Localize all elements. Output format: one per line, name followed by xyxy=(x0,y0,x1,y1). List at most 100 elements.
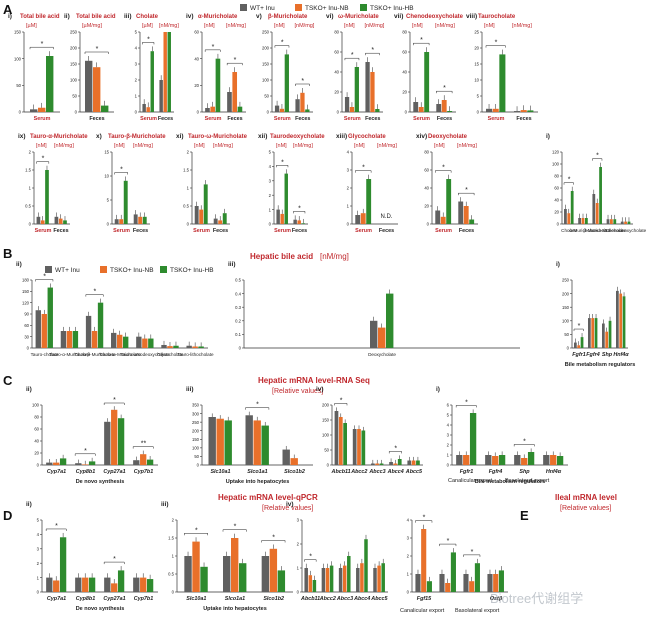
x-group-label: Abcc5 xyxy=(405,469,423,475)
x-group-label: Feces xyxy=(213,228,228,234)
y-tick-label: 10 xyxy=(104,174,109,179)
section-letter-a: A xyxy=(3,2,13,17)
section-letter-c: C xyxy=(3,373,13,388)
bar xyxy=(223,556,231,592)
bar xyxy=(41,314,47,348)
x-axis-title: Uptake into hepatocytes xyxy=(226,479,290,485)
y-tick-label: 20 xyxy=(334,90,339,95)
section-d-subtitle: [Relative values] xyxy=(262,505,313,512)
bar xyxy=(595,203,599,224)
y-tick-label: 20 xyxy=(554,210,559,215)
bar xyxy=(304,568,308,592)
significance-bracket xyxy=(344,57,360,61)
y-tick-label: 350 xyxy=(192,403,200,408)
x-group-label: Shp xyxy=(519,469,530,475)
significance-star: * xyxy=(442,165,445,172)
bar xyxy=(439,574,445,592)
bar xyxy=(133,214,138,224)
bar xyxy=(329,565,334,592)
panel-title: α-Muricholate xyxy=(198,14,238,20)
bar xyxy=(269,548,278,592)
chart-C-ii: ii) 0 20 40 60 80 100 Cyp7a1 * Cyp8b1 * Cyp27a1 ** Cy… xyxy=(26,386,158,485)
panel-title: Tauro-ω-Muricholate xyxy=(188,134,248,140)
x-group-label: Tauro-α-Muricholate xyxy=(49,352,90,357)
panel-number: i) xyxy=(546,133,550,140)
bar xyxy=(58,218,63,224)
panel-title: Cholate xyxy=(136,14,159,20)
panel-unit: [µM] xyxy=(142,23,153,29)
panel-unit: [nM] xyxy=(36,143,47,149)
x-group-label: Glycocholate xyxy=(157,352,184,357)
section-b-unit: [nM/mg] xyxy=(320,252,349,261)
significance-bracket xyxy=(226,62,243,66)
y-tick-label: 300 xyxy=(192,411,200,416)
bar xyxy=(117,570,125,592)
significance-bracket xyxy=(436,90,453,94)
y-tick-label: 80 xyxy=(34,415,39,420)
y-tick-label: 3 xyxy=(37,547,40,552)
x-group-label: Serum xyxy=(274,116,291,122)
bar xyxy=(381,563,385,592)
significance-star: * xyxy=(578,323,581,330)
x-group-label: Abcc2 xyxy=(350,469,367,475)
y-tick-label: 60 xyxy=(24,323,29,328)
y-tick-label: 60 xyxy=(194,30,199,35)
y-tick-label: 1.5 xyxy=(168,536,174,541)
y-tick-label: 0.5 xyxy=(183,204,189,209)
x-group-label: Fgfr1 xyxy=(460,469,473,475)
chart-A-i: i) Total bile acid [µM] 0 50 100 150 * Serum xyxy=(8,13,60,122)
x-group-label: Hnf4α xyxy=(546,469,562,475)
watermark: Biotree代谢组学 xyxy=(490,591,583,606)
bar xyxy=(199,209,204,224)
bar xyxy=(344,97,350,112)
significance-bracket xyxy=(74,453,96,456)
bar xyxy=(499,54,506,112)
significance-bracket xyxy=(29,46,54,50)
x-group-label: Cyp7b1 xyxy=(134,596,153,602)
bar xyxy=(295,99,300,112)
y-tick-label: 40 xyxy=(424,186,429,191)
bar xyxy=(397,459,402,465)
bar xyxy=(93,67,101,112)
bar xyxy=(413,102,419,112)
bar xyxy=(111,409,118,465)
bar xyxy=(111,583,118,592)
significance-bracket xyxy=(85,294,104,297)
y-tick-label: 0 xyxy=(337,110,340,115)
significance-star: * xyxy=(147,36,150,43)
bar xyxy=(487,574,493,592)
significance-bracket xyxy=(415,520,433,523)
significance-star: * xyxy=(113,556,116,563)
panel-unit: [nM/mg] xyxy=(159,23,179,29)
x-group-label: Hnf4α xyxy=(613,352,629,358)
bar xyxy=(550,455,557,465)
chart-A-vii: vii) Chenodeoxycholate [nM] [nM/mg] 0 20 40 60 8… xyxy=(394,13,464,122)
bar xyxy=(213,218,218,224)
y-tick-label: 150 xyxy=(562,305,570,310)
bar xyxy=(584,218,588,224)
x-axis-title: Bile metabolism regulators xyxy=(565,362,636,368)
x-group-label: Cyp7b1 xyxy=(134,469,153,475)
y-tick-label: 0.2 xyxy=(235,319,241,324)
bar xyxy=(101,105,109,112)
x-group-label: Serum xyxy=(435,228,452,234)
bar xyxy=(194,206,199,224)
bar xyxy=(88,461,96,465)
section-letter-b: B xyxy=(3,246,12,261)
y-tick-label: 0.5 xyxy=(168,572,174,577)
panel-unit: [nM/mg] xyxy=(435,23,455,29)
panel-title: Tauro-β-Muricholate xyxy=(108,134,166,140)
y-tick-label: 250 xyxy=(192,420,200,425)
y-tick-label: 0 xyxy=(297,590,300,595)
bar xyxy=(411,460,416,465)
panel-title: Total bile acid xyxy=(20,14,60,20)
significance-star: * xyxy=(309,554,312,561)
bar xyxy=(588,318,591,348)
panel-unit: [nM/mg] xyxy=(377,143,397,149)
bar xyxy=(59,537,67,592)
panel-unit: [nM] xyxy=(274,23,285,29)
bar xyxy=(150,51,154,112)
significance-bracket xyxy=(245,407,270,410)
panel-unit: [nM] xyxy=(194,143,205,149)
significance-bracket xyxy=(184,533,208,536)
